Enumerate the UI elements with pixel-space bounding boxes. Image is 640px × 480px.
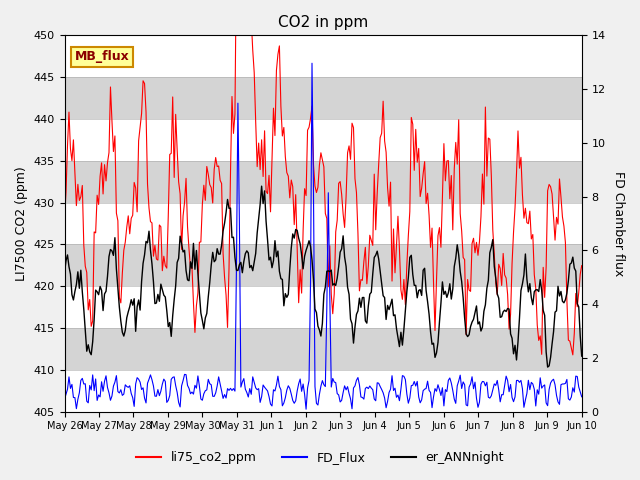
Legend: li75_co2_ppm, FD_Flux, er_ANNnight: li75_co2_ppm, FD_Flux, er_ANNnight — [131, 446, 509, 469]
Bar — [65, 161, 582, 203]
Bar — [65, 36, 582, 77]
Bar — [65, 119, 582, 161]
Bar — [65, 286, 582, 328]
Y-axis label: LI7500 CO2 (ppm): LI7500 CO2 (ppm) — [15, 166, 28, 281]
Bar — [65, 244, 582, 286]
Bar — [65, 328, 582, 370]
Bar — [65, 77, 582, 119]
Bar — [65, 203, 582, 244]
Title: CO2 in ppm: CO2 in ppm — [278, 15, 368, 30]
Y-axis label: FD Chamber flux: FD Chamber flux — [612, 171, 625, 276]
Text: MB_flux: MB_flux — [75, 50, 130, 63]
Bar — [65, 370, 582, 412]
